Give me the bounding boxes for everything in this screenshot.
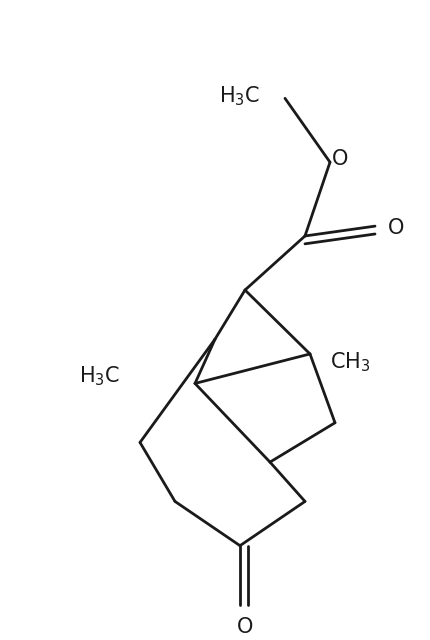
Text: H$_3$C: H$_3$C: [218, 84, 259, 108]
Text: O: O: [236, 618, 252, 637]
Text: H$_3$C: H$_3$C: [79, 365, 120, 388]
Text: O: O: [387, 218, 403, 238]
Text: CH$_3$: CH$_3$: [329, 350, 370, 374]
Text: O: O: [331, 149, 347, 169]
